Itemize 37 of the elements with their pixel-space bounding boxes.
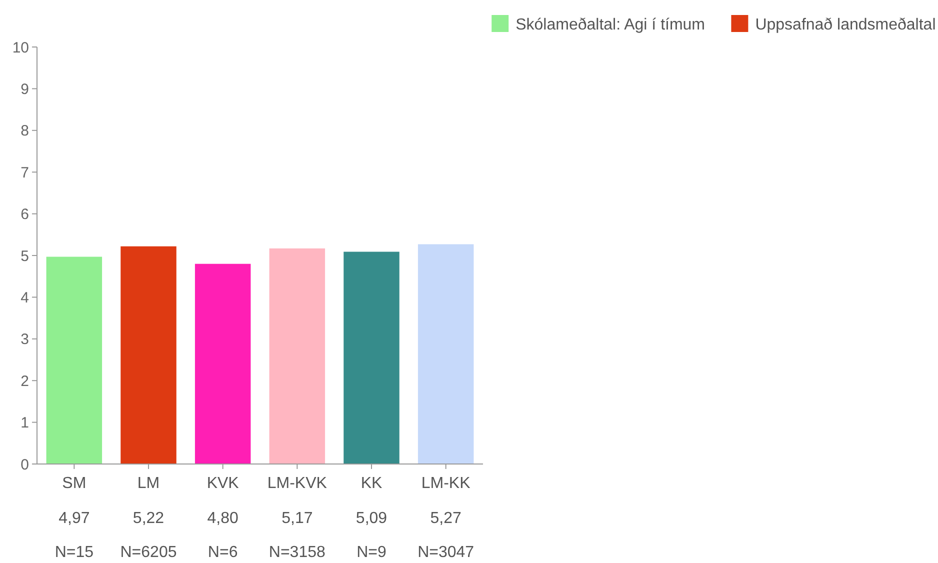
y-tick-label: 5 [20,248,29,265]
text: N=6 [208,544,238,561]
y-tick-label: 8 [20,122,29,140]
y-tick-label: 9 [20,80,29,98]
text: N=3047 [418,544,474,561]
text: N=3158 [268,544,326,561]
y-tick-label: 1 [20,414,29,432]
data-label: 4,80 [207,510,239,527]
x-tick-label: KK [360,475,382,492]
legend-label: Uppsafnað landsmeðaltal [755,16,936,34]
x-tick-label: LM [137,475,160,492]
data-label: 5,17 [282,510,313,527]
bar [46,256,102,464]
y-tick-label: 6 [20,206,29,224]
x-tick-label: KVK [206,475,240,492]
y-tick-label: 7 [20,164,29,182]
y-tick-label: 3 [20,331,29,348]
bar [344,252,400,464]
text: N=6205 [120,544,177,561]
data-label: 5,22 [132,510,164,527]
data-label: 4,97 [58,510,90,527]
data-label: 5,27 [430,510,462,527]
bar [194,264,251,464]
y-tick-label: 0 [20,456,29,474]
text: N=15 [54,544,94,561]
bar [418,244,474,464]
bar [269,248,326,464]
y-tick-label: 4 [20,289,29,306]
text: N=9 [356,544,386,561]
x-tick-label: LM-KVK [267,475,328,492]
x-tick-label: SM [62,475,86,492]
bar [120,246,176,464]
x-tick-label: LM-KK [421,475,471,492]
data-label: 5,09 [356,510,388,527]
y-tick-label: 10 [12,39,29,56]
y-tick-label: 2 [20,372,29,390]
legend-label: Skólameðaltal: Agi í tímum [516,16,706,34]
